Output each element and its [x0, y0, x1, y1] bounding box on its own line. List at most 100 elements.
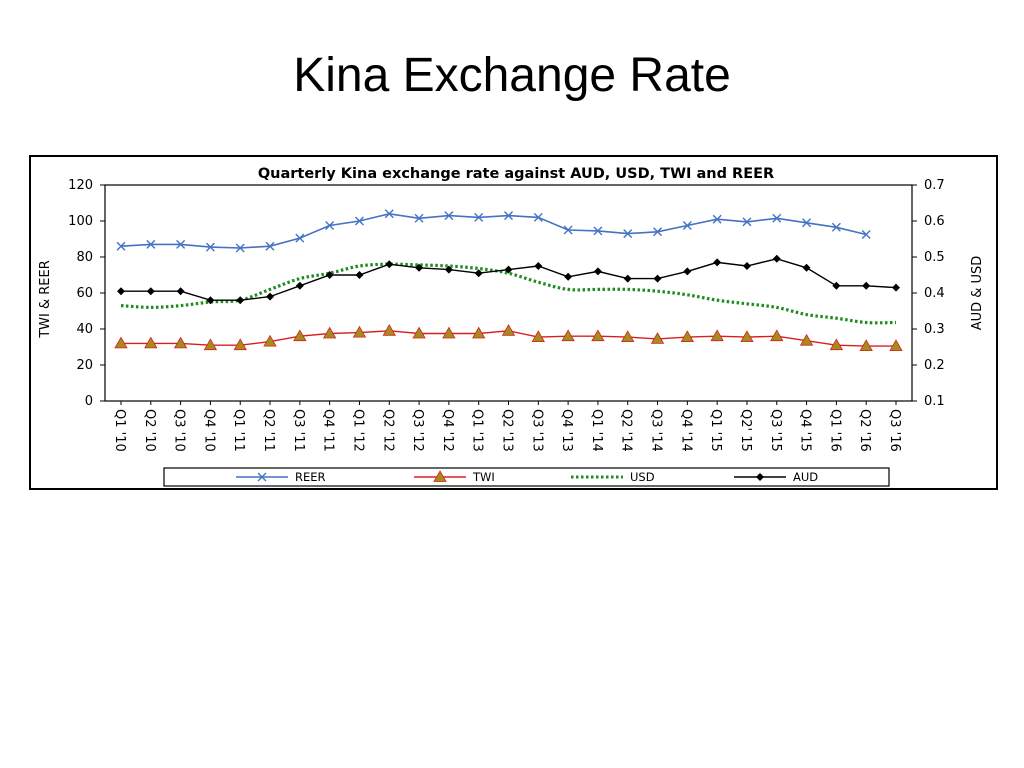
reer-point — [384, 209, 394, 219]
legend-label-reer: REER — [295, 470, 326, 484]
plot-area — [104, 184, 913, 402]
aud-point — [564, 272, 573, 281]
aud-point — [623, 274, 632, 283]
aud-point — [444, 265, 453, 274]
reer-point — [831, 222, 841, 232]
aud-point — [236, 296, 245, 305]
twi-point — [144, 336, 158, 349]
aud-point — [325, 271, 334, 279]
twi-point — [114, 336, 128, 349]
chart-title: Quarterly Kina exchange rate against AUD… — [258, 166, 774, 182]
y-tick-label-left: 100 — [68, 214, 93, 229]
twi-point — [799, 333, 814, 346]
aud-point — [385, 260, 394, 269]
reer-point — [116, 241, 126, 251]
aud-point — [862, 281, 871, 290]
reer-point — [295, 233, 305, 243]
x-tick-label: Q3 '11 — [291, 409, 306, 452]
twi-point — [263, 334, 277, 347]
y-tick-label-left: 0 — [85, 394, 93, 409]
reer-point — [354, 216, 364, 226]
reer-point — [623, 229, 633, 239]
reer-point — [444, 211, 454, 221]
x-tick-label: Q4 '10 — [201, 409, 216, 452]
aud-point — [266, 292, 275, 301]
aud-point — [206, 296, 215, 305]
y-tick-label-left: 40 — [76, 322, 93, 337]
x-tick-label: Q4 '13 — [559, 409, 574, 452]
x-tick-label: Q4 '11 — [321, 409, 336, 452]
reer-point — [563, 225, 573, 235]
aud-point — [802, 263, 811, 272]
y-tick-label-left: 20 — [76, 358, 93, 373]
aud-point — [534, 262, 543, 270]
y-tick-label-right: 0.7 — [924, 178, 945, 193]
reer-point — [593, 226, 603, 236]
x-tick-label: Q2 '14 — [619, 409, 634, 452]
aud-point — [772, 254, 781, 263]
x-tick-label: Q3 '14 — [649, 409, 664, 452]
aud-point — [355, 271, 364, 279]
x-tick-label: Q2 '10 — [142, 409, 157, 452]
exchange-rate-chart: Quarterly Kina exchange rate against AUD… — [38, 166, 985, 487]
twi-point — [591, 329, 605, 342]
reer-point — [504, 211, 513, 221]
x-tick-label: Q1 '16 — [827, 409, 842, 452]
reer-point — [712, 214, 722, 224]
x-tick-label: Q2 '13 — [500, 409, 515, 452]
twi-point — [859, 339, 873, 351]
usd-series-line — [120, 262, 897, 325]
aud-point — [504, 265, 513, 274]
legend-twi-marker — [433, 470, 447, 482]
aud-point — [653, 274, 662, 283]
reer-point — [742, 217, 752, 227]
y-tick-label-left: 60 — [76, 286, 93, 301]
x-tick-label: Q2 '11 — [261, 409, 276, 452]
x-tick-label: Q1 '11 — [231, 409, 246, 452]
twi-point — [829, 338, 844, 351]
reer-point — [265, 241, 275, 251]
twi-point — [412, 326, 426, 339]
twi-point — [650, 332, 665, 344]
twi-point — [710, 329, 724, 342]
slide-title: Kina Exchange Rate — [293, 49, 731, 102]
y-tick-label-right: 0.6 — [924, 214, 945, 229]
x-tick-label: Q3 '16 — [887, 409, 902, 452]
x-tick-label: Q1 '12 — [350, 409, 365, 452]
reer-point — [325, 221, 335, 230]
x-tick-label: Q2' 15 — [738, 409, 753, 452]
x-tick-label: Q1 '13 — [470, 409, 485, 452]
reer-point — [533, 212, 543, 222]
reer-point — [772, 213, 782, 223]
x-tick-label: Q1 '15 — [708, 409, 723, 452]
aud-point — [683, 267, 692, 276]
reer-point — [146, 239, 156, 249]
twi-point — [173, 336, 188, 349]
x-tick-label: Q3 '10 — [172, 409, 187, 452]
y-tick-label-right: 0.2 — [924, 358, 945, 373]
reer-point — [653, 227, 663, 237]
reer-point — [176, 239, 186, 249]
x-tick-label: Q3 '15 — [768, 409, 783, 452]
twi-point — [233, 338, 247, 351]
aud-point — [295, 281, 304, 290]
y-tick-label-left: 120 — [68, 178, 93, 193]
x-tick-label: Q3 '12 — [410, 409, 425, 452]
x-tick-label: Q1 '10 — [112, 409, 127, 452]
y-axis-label-right: AUD & USD — [970, 256, 985, 331]
aud-point — [593, 267, 602, 276]
legend-label-usd: USD — [630, 470, 655, 484]
legend-reer-marker — [257, 472, 267, 482]
twi-point — [442, 326, 456, 339]
twi-point — [680, 330, 695, 342]
legend-box — [163, 467, 890, 487]
aud-point — [117, 287, 125, 296]
legend-aud-marker — [756, 473, 764, 481]
twi-point — [889, 339, 903, 351]
twi-point — [561, 329, 575, 342]
x-tick-label: Q4 '14 — [678, 409, 693, 452]
twi-point — [531, 330, 545, 342]
legend-label-aud: AUD — [793, 470, 818, 484]
reer-point — [414, 213, 424, 223]
aud-point — [474, 269, 483, 278]
